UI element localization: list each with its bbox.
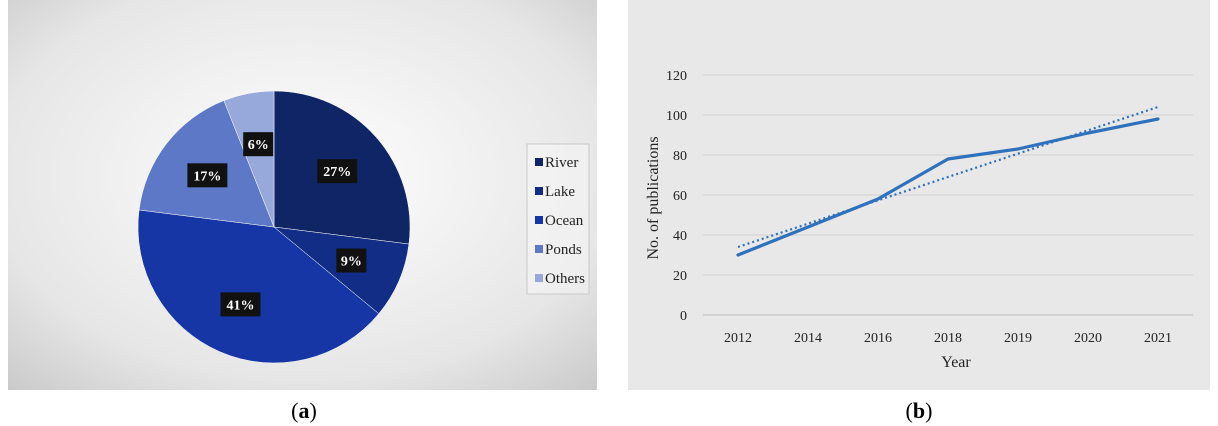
pie-chart: 27% 9% 41% 17% 6% River Lake Ocean Ponds Others: [8, 0, 597, 390]
data-label-box-ponds: [187, 163, 228, 188]
y-tick-label: 0: [680, 309, 687, 324]
legend-label-lake: Lake: [545, 184, 575, 200]
x-tick-label: 2016: [864, 331, 892, 346]
data-label-ocean: 41%: [227, 298, 255, 313]
x-axis-label: Year: [941, 354, 971, 371]
data-label-box-lake: [336, 248, 367, 273]
y-tick-label: 80: [673, 149, 687, 164]
x-tick-label: 2019: [1004, 331, 1032, 346]
data-label-box-others: [243, 132, 274, 157]
legend-label-ocean: Ocean: [545, 213, 584, 229]
x-tick-label: 2012: [724, 331, 752, 346]
data-label-river: 27%: [323, 165, 351, 180]
legend-swatch-lake: [535, 187, 543, 195]
y-axis-label: No. of publications: [645, 136, 662, 259]
x-tick-label: 2020: [1074, 331, 1102, 346]
legend-swatch-river: [535, 158, 543, 166]
data-label-lake: 9%: [341, 254, 362, 269]
caption-a-close: ): [309, 398, 317, 423]
legend-label-ponds: Ponds: [545, 242, 582, 258]
trendline: [737, 105, 1159, 249]
data-label-others: 6%: [248, 138, 269, 153]
caption-b-open: (: [905, 398, 913, 423]
data-label-box-ocean: [220, 292, 261, 317]
line-chart-panel: 0 20 40 60 80 100 120 2012 2014 2016 2018 2019 2020…: [628, 0, 1210, 390]
legend-swatch-others: [535, 274, 543, 282]
pie-chart-panel: 27% 9% 41% 17% 6% River Lake Ocean Ponds Others: [8, 0, 597, 390]
data-label-ponds: 17%: [193, 169, 221, 184]
pie-slice-ocean: [137, 209, 380, 364]
pie-slice-others: [223, 90, 275, 228]
legend-label-river: River: [545, 155, 578, 171]
caption-a-open: (: [291, 398, 299, 423]
y-tick-label: 20: [673, 269, 687, 284]
caption-b-close: ): [925, 398, 933, 423]
y-tick-label: 60: [673, 189, 687, 204]
x-tick-label: 2018: [934, 331, 962, 346]
legend-label-others: Others: [545, 271, 585, 287]
data-label-box-river: [317, 159, 358, 184]
line-chart: 0 20 40 60 80 100 120 2012 2014 2016 2018 2019 2020…: [628, 0, 1210, 390]
caption-a-letter: a: [298, 398, 310, 423]
x-tick-label: 2014: [794, 331, 822, 346]
legend-swatch-ocean: [535, 216, 543, 224]
caption-b: (b): [859, 398, 979, 424]
caption-b-letter: b: [912, 398, 926, 423]
x-tick-label: 2021: [1144, 331, 1172, 346]
y-tick-label: 40: [673, 229, 687, 244]
y-tick-label: 120: [666, 69, 687, 84]
legend-swatch-ponds: [535, 245, 543, 253]
caption-a: (a): [244, 398, 364, 424]
y-tick-label: 100: [666, 109, 687, 124]
